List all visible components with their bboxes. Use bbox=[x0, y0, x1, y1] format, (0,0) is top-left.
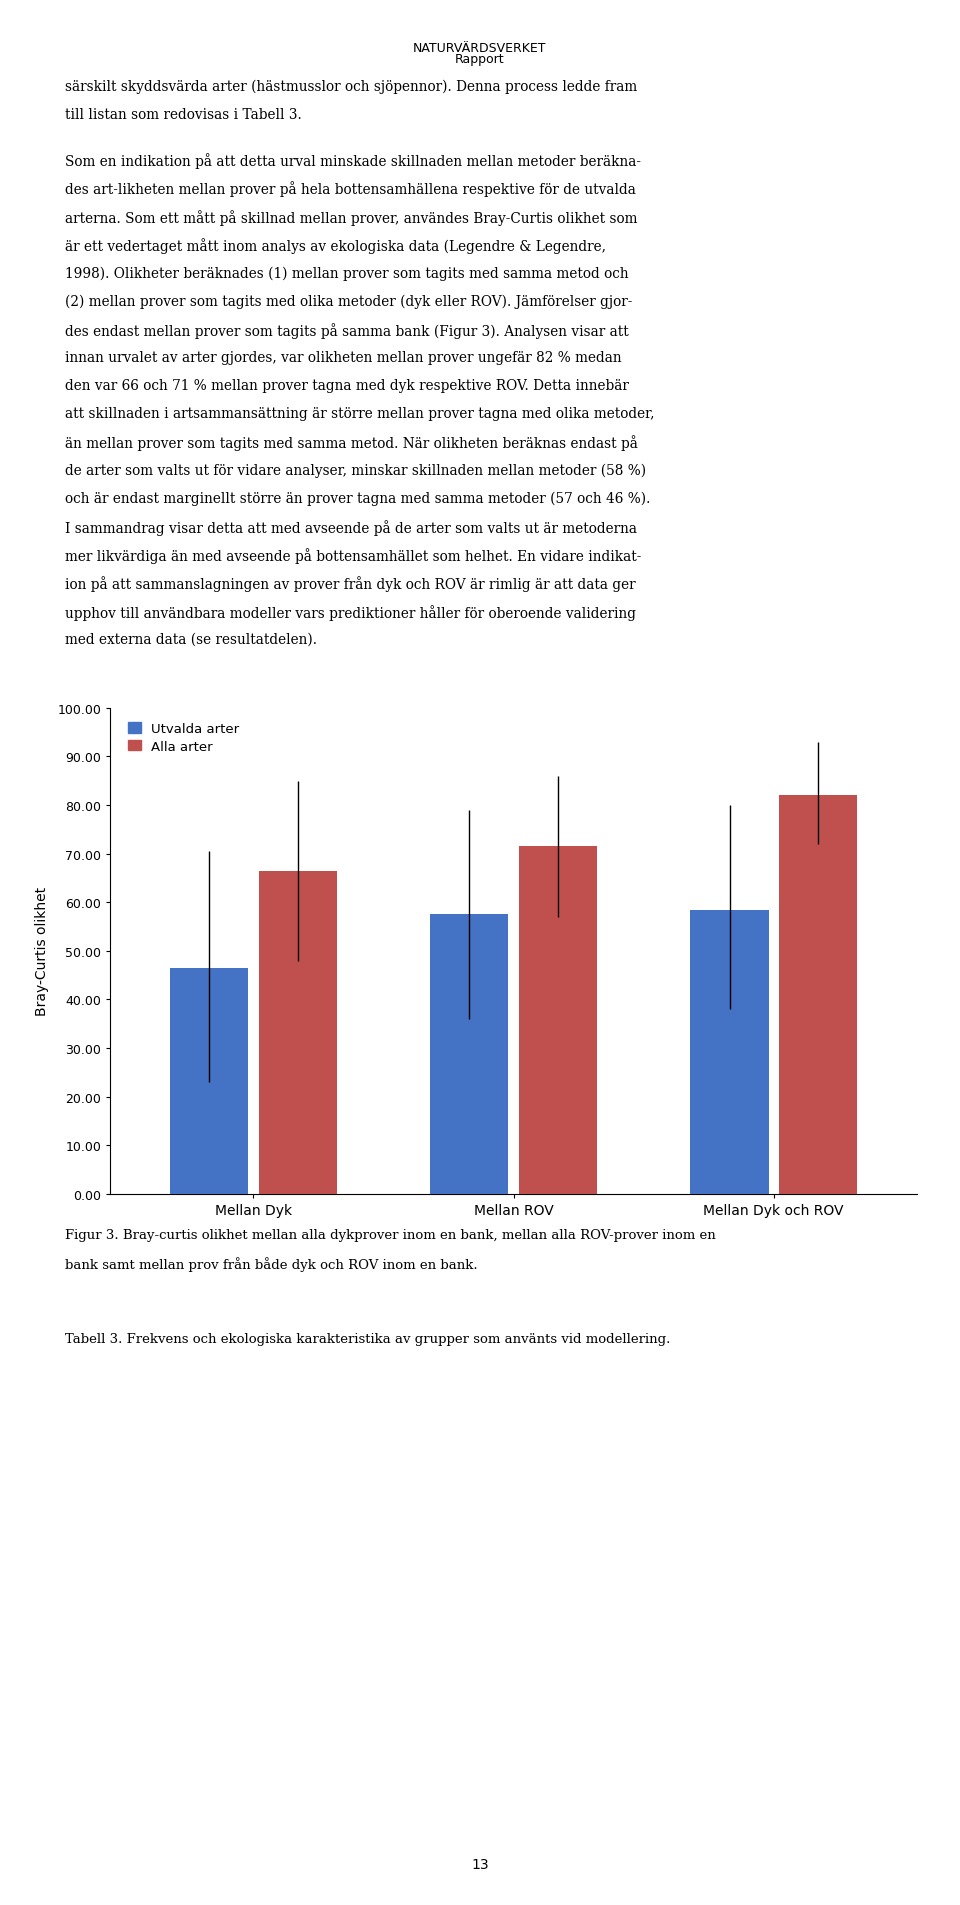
Text: bank samt mellan prov från både dyk och ROV inom en bank.: bank samt mellan prov från både dyk och … bbox=[65, 1257, 478, 1271]
Text: I sammandrag visar detta att med avseende på de arter som valts ut är metoderna: I sammandrag visar detta att med avseend… bbox=[65, 520, 637, 535]
Bar bbox=[430, 914, 509, 1194]
Text: (2) mellan prover som tagits med olika metoder (dyk eller ROV). Jämförelser gjor: (2) mellan prover som tagits med olika m… bbox=[65, 293, 633, 309]
Text: med externa data (se resultatdelen).: med externa data (se resultatdelen). bbox=[65, 632, 317, 646]
Text: innan urvalet av arter gjordes, var olikheten mellan prover ungefär 82 % medan: innan urvalet av arter gjordes, var olik… bbox=[65, 351, 622, 364]
Bar bbox=[690, 911, 769, 1194]
Text: och är endast marginellt större än prover tagna med samma metoder (57 och 46 %).: och är endast marginellt större än prove… bbox=[65, 491, 651, 507]
Bar bbox=[779, 796, 857, 1194]
Text: arterna. Som ett mått på skillnad mellan prover, användes Bray-Curtis olikhet so: arterna. Som ett mått på skillnad mellan… bbox=[65, 210, 637, 225]
Bar bbox=[258, 871, 337, 1194]
Text: 13: 13 bbox=[471, 1857, 489, 1871]
Bar bbox=[170, 968, 249, 1194]
Text: Figur 3. Bray-curtis olikhet mellan alla dykprover inom en bank, mellan alla ROV: Figur 3. Bray-curtis olikhet mellan alla… bbox=[65, 1229, 716, 1242]
Text: NATURVÄRDSVERKET: NATURVÄRDSVERKET bbox=[413, 42, 547, 55]
Y-axis label: Bray-Curtis olikhet: Bray-Curtis olikhet bbox=[36, 888, 49, 1015]
Text: än mellan prover som tagits med samma metod. När olikheten beräknas endast på: än mellan prover som tagits med samma me… bbox=[65, 434, 638, 451]
Text: mer likvärdiga än med avseende på bottensamhället som helhet. En vidare indikat-: mer likvärdiga än med avseende på botten… bbox=[65, 549, 641, 564]
Legend: Utvalda arter, Alla arter: Utvalda arter, Alla arter bbox=[125, 720, 242, 756]
Bar bbox=[518, 848, 597, 1194]
Text: Som en indikation på att detta urval minskade skillnaden mellan metoder beräkna-: Som en indikation på att detta urval min… bbox=[65, 152, 641, 170]
Text: särskilt skyddsvärda arter (hästmusslor och sjöpennor). Denna process ledde fram: särskilt skyddsvärda arter (hästmusslor … bbox=[65, 80, 637, 95]
Text: de arter som valts ut för vidare analyser, minskar skillnaden mellan metoder (58: de arter som valts ut för vidare analyse… bbox=[65, 463, 646, 478]
Text: Rapport: Rapport bbox=[455, 53, 505, 67]
Text: att skillnaden i artsammansättning är större mellan prover tagna med olika metod: att skillnaden i artsammansättning är st… bbox=[65, 408, 655, 421]
Text: den var 66 och 71 % mellan prover tagna med dyk respektive ROV. Detta innebär: den var 66 och 71 % mellan prover tagna … bbox=[65, 379, 629, 392]
Text: ion på att sammanslagningen av prover från dyk och ROV är rimlig är att data ger: ion på att sammanslagningen av prover fr… bbox=[65, 575, 636, 592]
Text: des endast mellan prover som tagits på samma bank (Figur 3). Analysen visar att: des endast mellan prover som tagits på s… bbox=[65, 322, 629, 339]
Text: Tabell 3. Frekvens och ekologiska karakteristika av grupper som använts vid mode: Tabell 3. Frekvens och ekologiska karakt… bbox=[65, 1332, 671, 1345]
Text: är ett vedertaget mått inom analys av ekologiska data (Legendre & Legendre,: är ett vedertaget mått inom analys av ek… bbox=[65, 238, 607, 253]
Text: des art-likheten mellan prover på hela bottensamhällena respektive för de utvald: des art-likheten mellan prover på hela b… bbox=[65, 181, 636, 198]
Text: upphov till användbara modeller vars prediktioner håller för oberoende validerin: upphov till användbara modeller vars pre… bbox=[65, 604, 636, 621]
Text: till listan som redovisas i Tabell 3.: till listan som redovisas i Tabell 3. bbox=[65, 109, 302, 122]
Text: 1998). Olikheter beräknades (1) mellan prover som tagits med samma metod och: 1998). Olikheter beräknades (1) mellan p… bbox=[65, 267, 629, 280]
